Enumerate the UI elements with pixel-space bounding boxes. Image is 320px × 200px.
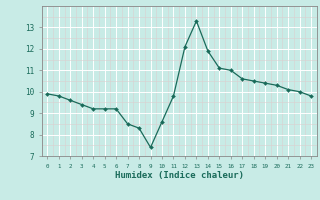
- X-axis label: Humidex (Indice chaleur): Humidex (Indice chaleur): [115, 171, 244, 180]
